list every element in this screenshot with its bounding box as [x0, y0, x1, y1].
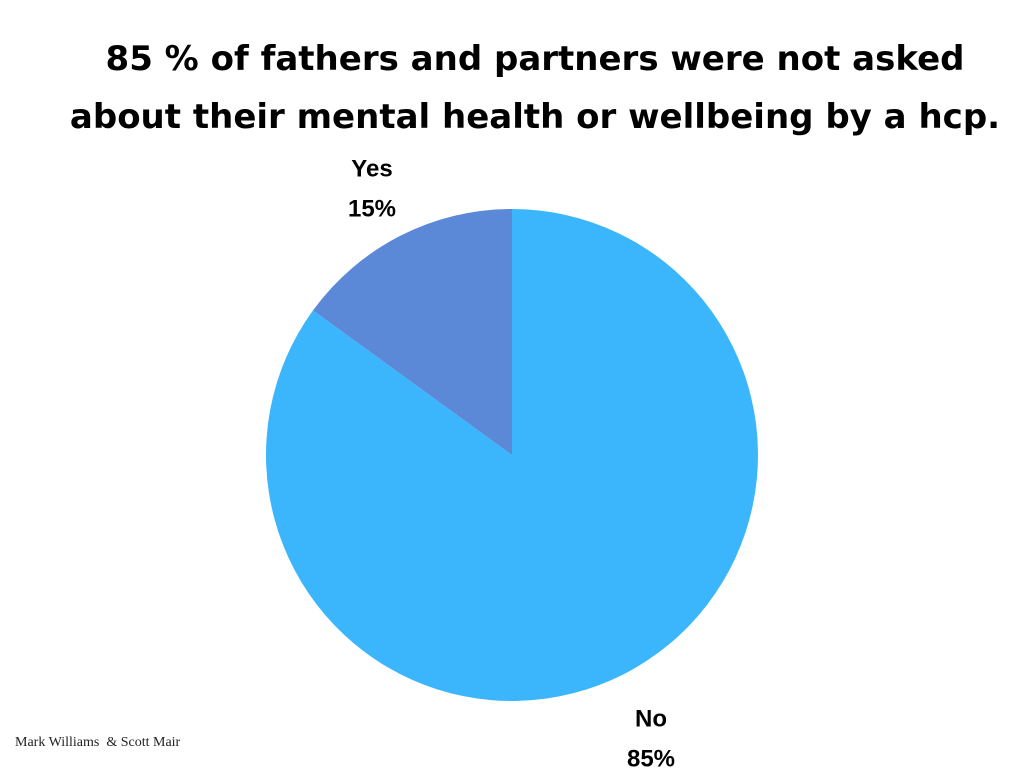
- slice-label-no: No: [635, 705, 667, 732]
- slice-value-no: 85%: [627, 745, 675, 768]
- chart-title-line-2: about their mental health or wellbeing b…: [69, 97, 1001, 137]
- slice-value-yes: 15%: [348, 195, 396, 222]
- author-credit: Mark Williams & Scott Mair: [15, 735, 181, 750]
- slice-label-yes: Yes: [351, 155, 392, 182]
- pie-slice-yes: [312, 209, 512, 455]
- chart-title: 85 % of fathers and partners were not as…: [0, 30, 1024, 146]
- chart-title-line-1: 85 % of fathers and partners were not as…: [105, 39, 965, 79]
